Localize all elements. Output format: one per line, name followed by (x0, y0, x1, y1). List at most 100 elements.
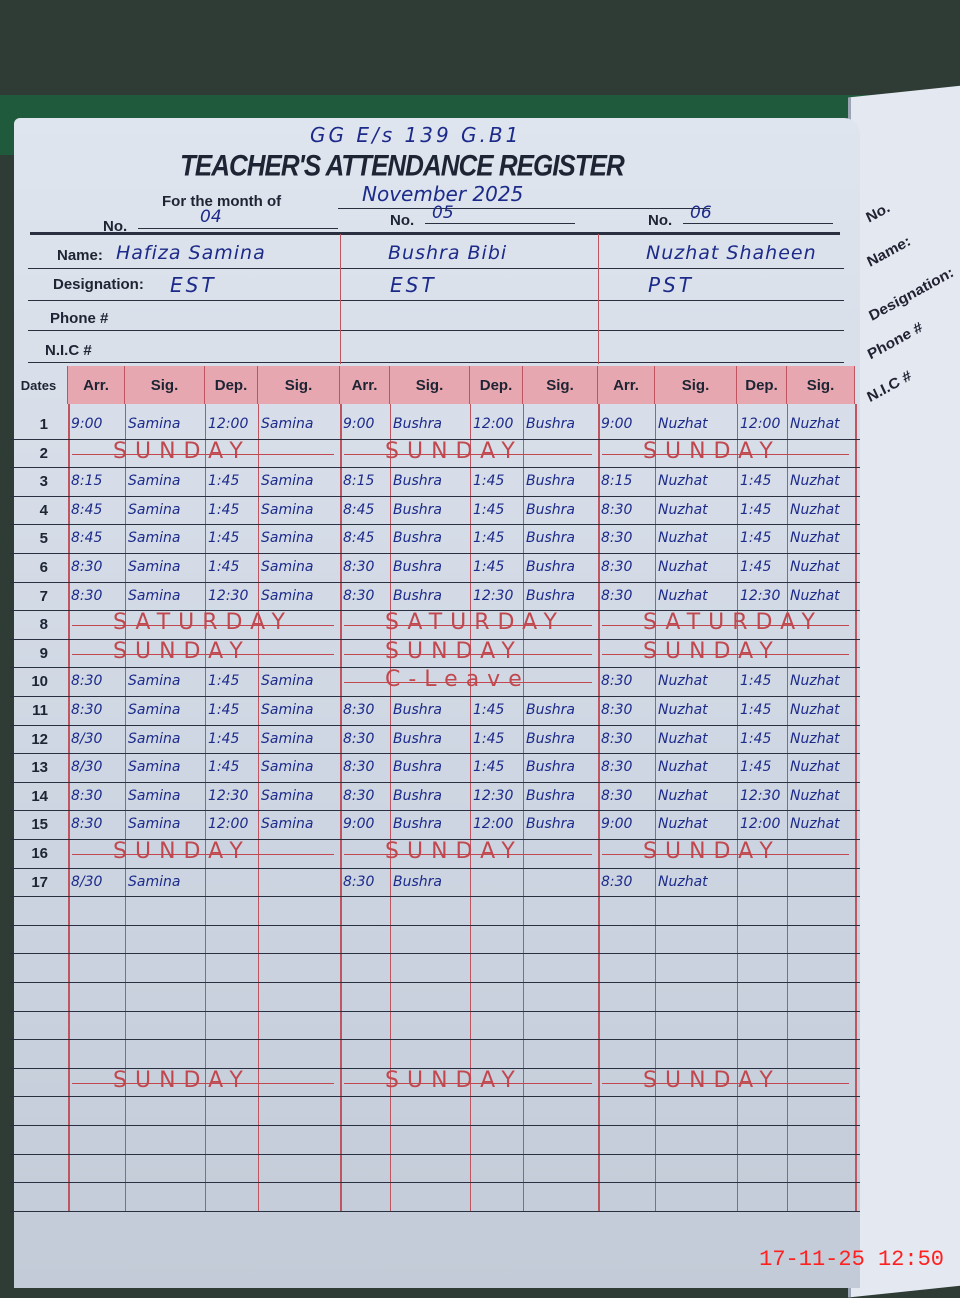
day-off-note: SUNDAY (643, 438, 781, 464)
name-label: Name: (57, 247, 103, 264)
column-header: Sig. (258, 366, 340, 404)
attendance-cell: 9:00 (343, 416, 375, 432)
row-date: 5 (39, 530, 48, 548)
attendance-cell: 1:45 (208, 501, 240, 518)
dates-header: Dates (10, 366, 68, 404)
next-page-no-label: No. (863, 199, 893, 227)
strike-line (344, 1082, 592, 1084)
row-line (10, 924, 860, 926)
row-line (10, 1010, 860, 1012)
strike-line (344, 653, 592, 655)
attendance-cell: Samina (128, 787, 181, 804)
column-line (655, 404, 656, 1211)
day-off-note: SUNDAY (113, 1067, 251, 1093)
attendance-cell: 12:30 (208, 587, 249, 604)
strike-line (344, 453, 592, 455)
strike-line (602, 625, 849, 627)
attendance-cell: 12:30 (740, 787, 781, 804)
row-date: 13 (31, 759, 48, 777)
attendance-cell: Bushra (393, 473, 442, 490)
attendance-cell: Nuzhat (790, 816, 840, 833)
attendance-cell: Samina (128, 759, 181, 776)
attendance-cell: Nuzhat (790, 730, 840, 747)
column-header: Sig. (390, 366, 470, 404)
row-line (10, 781, 860, 783)
attendance-cell: 1:45 (208, 702, 240, 718)
column-line (125, 404, 126, 1211)
strike-line (72, 854, 334, 855)
attendance-cell: Samina (128, 587, 181, 604)
strike-line (344, 682, 592, 684)
next-page-designation-label: Designation: (866, 264, 957, 325)
attendance-cell: Bushra (526, 473, 575, 490)
attendance-cell: Bushra (393, 587, 442, 604)
attendance-cell: Samina (128, 559, 181, 575)
attendance-cell: Bushra (526, 730, 575, 747)
designation-label: Designation: (53, 276, 144, 293)
attendance-cell: Nuzhat (790, 501, 840, 518)
attendance-cell: 1:45 (473, 501, 505, 518)
day-off-note: SUNDAY (113, 438, 251, 464)
row-line (10, 581, 860, 583)
attendance-cell: 1:45 (473, 559, 505, 575)
day-off-note: SUNDAY (385, 438, 523, 464)
attendance-cell: 8:30 (601, 702, 633, 718)
attendance-cell: 8/30 (71, 759, 103, 776)
attendance-cell: Bushra (526, 816, 575, 833)
row-date: 4 (39, 501, 48, 519)
teacher-name: Nuzhat Shaheen (646, 242, 817, 264)
row-date: 2 (39, 444, 48, 462)
attendance-cell: Nuzhat (790, 559, 840, 575)
attendance-cell: 8:30 (71, 787, 103, 804)
attendance-cell: Bushra (393, 787, 442, 804)
teacher-name: Hafiza Samina (116, 242, 266, 264)
attendance-cell: Samina (128, 702, 181, 718)
strike-line (602, 1082, 849, 1084)
attendance-cell: Nuzhat (658, 501, 708, 518)
attendance-cell: Nuzhat (658, 873, 708, 890)
attendance-cell: Nuzhat (790, 587, 840, 604)
attendance-cell: 1:45 (473, 702, 505, 718)
attendance-cell: Nuzhat (658, 673, 708, 690)
day-off-note: SATURDAY (113, 610, 293, 636)
month-value: November 2025 (362, 182, 524, 206)
row-line (10, 810, 860, 812)
attendance-cell: 8:30 (343, 587, 375, 604)
strike-line (344, 625, 592, 627)
attendance-cell: 9:00 (71, 416, 103, 432)
row-line (10, 982, 860, 983)
row-line (10, 1153, 860, 1155)
attendance-cell: 8:30 (601, 759, 633, 776)
no-line (425, 223, 575, 224)
attendance-cell: Samina (261, 473, 314, 490)
rule (30, 232, 840, 235)
row-line (10, 953, 860, 955)
attendance-cell: Bushra (526, 587, 575, 604)
teacher-no-label: No. (390, 212, 415, 229)
day-off-note: SATURDAY (643, 610, 823, 636)
attendance-cell: 1:45 (740, 530, 772, 547)
teacher-no: 06 (690, 203, 712, 223)
row-date: 3 (39, 473, 48, 491)
column-header: Arr. (598, 366, 655, 404)
attendance-cell: Samina (261, 501, 314, 518)
row-line (10, 1067, 860, 1069)
attendance-cell: 1:45 (473, 530, 505, 547)
attendance-cell: 8:15 (71, 473, 103, 490)
attendance-cell: Nuzhat (658, 730, 708, 747)
register-page (14, 118, 860, 1288)
attendance-cell: 8:30 (343, 559, 375, 575)
attendance-cell: Bushra (393, 873, 442, 890)
row-line (10, 724, 860, 726)
attendance-cell: Nuzhat (658, 759, 708, 776)
attendance-cell: 9:00 (343, 816, 375, 833)
attendance-cell: 8:45 (71, 501, 103, 518)
strike-line (72, 1082, 334, 1084)
row-line (10, 1096, 860, 1098)
attendance-cell: 12:00 (473, 816, 514, 833)
row-line (10, 753, 860, 755)
camera-timestamp: 17-11-25 12:50 (759, 1247, 944, 1272)
column-line (523, 404, 524, 1211)
attendance-cell: Nuzhat (658, 473, 708, 490)
next-page: No. Name: Designation: Phone # N.I.C # (848, 82, 960, 1298)
